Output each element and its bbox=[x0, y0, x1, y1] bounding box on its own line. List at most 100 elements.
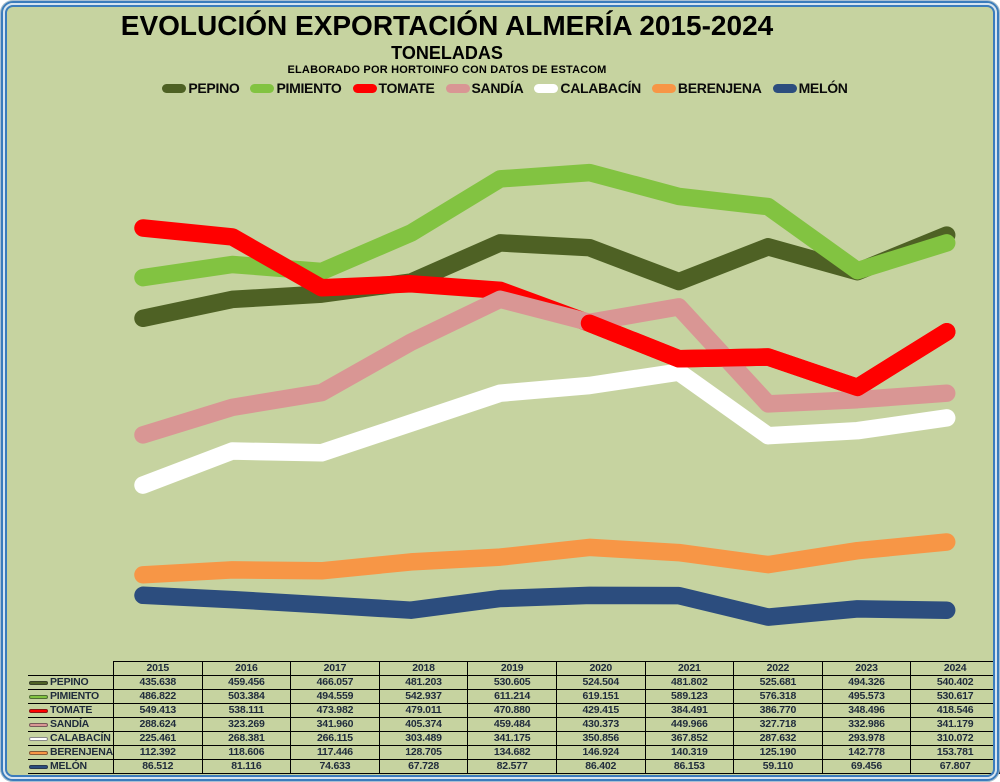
value-cell: 524.504 bbox=[555, 675, 646, 690]
series-name: BERENJENA bbox=[50, 746, 113, 759]
series-name: CALABACÍN bbox=[50, 732, 111, 745]
year-header-cell: 2015 bbox=[112, 661, 203, 676]
value-cell: 81.116 bbox=[201, 759, 292, 774]
value-cell: 287.632 bbox=[733, 731, 823, 746]
series-label-cell: CALABACÍN bbox=[28, 731, 114, 746]
series-name: TOMATE bbox=[50, 704, 93, 717]
legend-swatch-icon bbox=[651, 83, 676, 93]
value-cell: 142.778 bbox=[821, 745, 912, 760]
value-cell: 118.606 bbox=[201, 745, 292, 760]
data-table: 2015 2016 2017 2018 2019 2020 2021 2022 2023 2024… bbox=[28, 661, 1000, 774]
table-header-row: 2015 2016 2017 2018 2019 2020 2021 2022 2023 2024 bbox=[28, 661, 1000, 676]
legend: PEPINO PIMIENTO TOMATE SANDÍA CALABACÍN BEREN… bbox=[5, 80, 1000, 96]
value-cell: 153.781 bbox=[910, 745, 1000, 760]
value-cell: 538.111 bbox=[201, 703, 292, 718]
value-cell: 350.856 bbox=[555, 731, 646, 746]
value-cell: 288.624 bbox=[112, 717, 203, 732]
value-cell: 74.633 bbox=[290, 759, 380, 774]
series-name: MELÓN bbox=[50, 760, 87, 773]
series-name: SANDÍA bbox=[50, 718, 90, 731]
value-cell: 486.822 bbox=[112, 689, 203, 704]
year-header-cell: 2021 bbox=[644, 661, 735, 676]
table-row-calabacin: CALABACÍN 225.461 268.381 266.115 303.489 341… bbox=[28, 731, 1000, 746]
value-cell: 418.546 bbox=[910, 703, 1000, 718]
table-row-berenjena: BERENJENA 112.392 118.606 117.446 128.705 134… bbox=[28, 745, 1000, 760]
value-cell: 225.461 bbox=[112, 731, 203, 746]
legend-swatch-icon bbox=[534, 83, 559, 93]
value-cell: 540.402 bbox=[910, 675, 1000, 690]
year-header-cell: 2019 bbox=[467, 661, 557, 676]
year-header-cell: 2018 bbox=[378, 661, 469, 676]
value-cell: 67.728 bbox=[378, 759, 469, 774]
value-cell: 134.682 bbox=[467, 745, 557, 760]
value-cell: 341.179 bbox=[910, 717, 1000, 732]
year-header-cell: 2023 bbox=[821, 661, 912, 676]
value-cell: 303.489 bbox=[378, 731, 469, 746]
series-label-cell: MELÓN bbox=[28, 759, 114, 774]
legend-label: CALABACÍN bbox=[560, 80, 641, 96]
value-cell: 128.705 bbox=[378, 745, 469, 760]
value-cell: 327.718 bbox=[733, 717, 823, 732]
legend-item-melon: MELÓN bbox=[772, 80, 848, 96]
series-label-cell: SANDÍA bbox=[28, 717, 114, 732]
value-cell: 405.374 bbox=[378, 717, 469, 732]
value-cell: 473.982 bbox=[290, 703, 380, 718]
legend-label: PIMIENTO bbox=[276, 80, 342, 96]
table-row-melon: MELÓN 86.512 81.116 74.633 67.728 82.577 86.40… bbox=[28, 759, 1000, 774]
value-cell: 310.072 bbox=[910, 731, 1000, 746]
value-cell: 112.392 bbox=[112, 745, 203, 760]
value-cell: 341.960 bbox=[290, 717, 380, 732]
value-cell: 82.577 bbox=[467, 759, 557, 774]
legend-item-calabacin: CALABACÍN bbox=[534, 80, 641, 96]
value-cell: 69.456 bbox=[821, 759, 912, 774]
series-label-cell: PEPINO bbox=[28, 675, 114, 690]
value-cell: 268.381 bbox=[201, 731, 292, 746]
table-corner-cell bbox=[28, 662, 113, 676]
value-cell: 435.638 bbox=[112, 675, 203, 690]
source-credit: ELABORADO POR HORTOINFO CON DATOS DE EST… bbox=[287, 64, 607, 76]
value-cell: 266.115 bbox=[290, 731, 380, 746]
series-label-cell: PIMIENTO bbox=[28, 689, 114, 704]
value-cell: 125.190 bbox=[733, 745, 823, 760]
value-cell: 140.319 bbox=[644, 745, 735, 760]
value-cell: 59.110 bbox=[733, 759, 823, 774]
legend-swatch-icon bbox=[772, 83, 797, 93]
legend-swatch-icon bbox=[162, 83, 187, 93]
legend-swatch-icon bbox=[352, 83, 377, 93]
value-cell: 430.373 bbox=[555, 717, 646, 732]
value-cell: 525.681 bbox=[733, 675, 823, 690]
value-cell: 67.807 bbox=[910, 759, 1000, 774]
value-cell: 549.413 bbox=[112, 703, 203, 718]
year-header-cell: 2022 bbox=[733, 661, 823, 676]
series-label-cell: TOMATE bbox=[28, 703, 114, 718]
value-cell: 384.491 bbox=[644, 703, 735, 718]
value-cell: 459.484 bbox=[467, 717, 557, 732]
value-cell: 459.456 bbox=[201, 675, 292, 690]
value-cell: 323.269 bbox=[201, 717, 292, 732]
series-swatch-icon bbox=[29, 694, 48, 699]
page-title: EVOLUCIÓN EXPORTACIÓN ALMERÍA 2015-2024 bbox=[120, 10, 774, 41]
value-cell: 341.175 bbox=[467, 731, 557, 746]
legend-label: TOMATE bbox=[378, 80, 435, 96]
value-cell: 542.937 bbox=[378, 689, 469, 704]
legend-item-pimiento: PIMIENTO bbox=[250, 80, 342, 96]
value-cell: 293.978 bbox=[821, 731, 912, 746]
value-cell: 117.446 bbox=[290, 745, 380, 760]
legend-swatch-icon bbox=[250, 83, 275, 93]
table-row-tomate: TOMATE 549.413 538.111 473.982 479.011 470.88… bbox=[28, 703, 1000, 718]
legend-label: MELÓN bbox=[798, 80, 848, 96]
value-cell: 146.924 bbox=[555, 745, 646, 760]
series-swatch-icon bbox=[29, 708, 48, 713]
value-cell: 619.151 bbox=[555, 689, 646, 704]
value-cell: 367.852 bbox=[644, 731, 735, 746]
value-cell: 86.512 bbox=[112, 759, 203, 774]
legend-item-sandia: SANDÍA bbox=[445, 80, 524, 96]
value-cell: 611.214 bbox=[467, 689, 557, 704]
value-cell: 386.770 bbox=[733, 703, 823, 718]
legend-label: BERENJENA bbox=[677, 80, 762, 96]
chart-subtitle: TONELADAS bbox=[391, 43, 503, 63]
year-header-cell: 2017 bbox=[290, 661, 380, 676]
legend-swatch-icon bbox=[445, 83, 470, 93]
table-row-pimiento: PIMIENTO 486.822 503.384 494.559 542.937 611.… bbox=[28, 689, 1000, 704]
